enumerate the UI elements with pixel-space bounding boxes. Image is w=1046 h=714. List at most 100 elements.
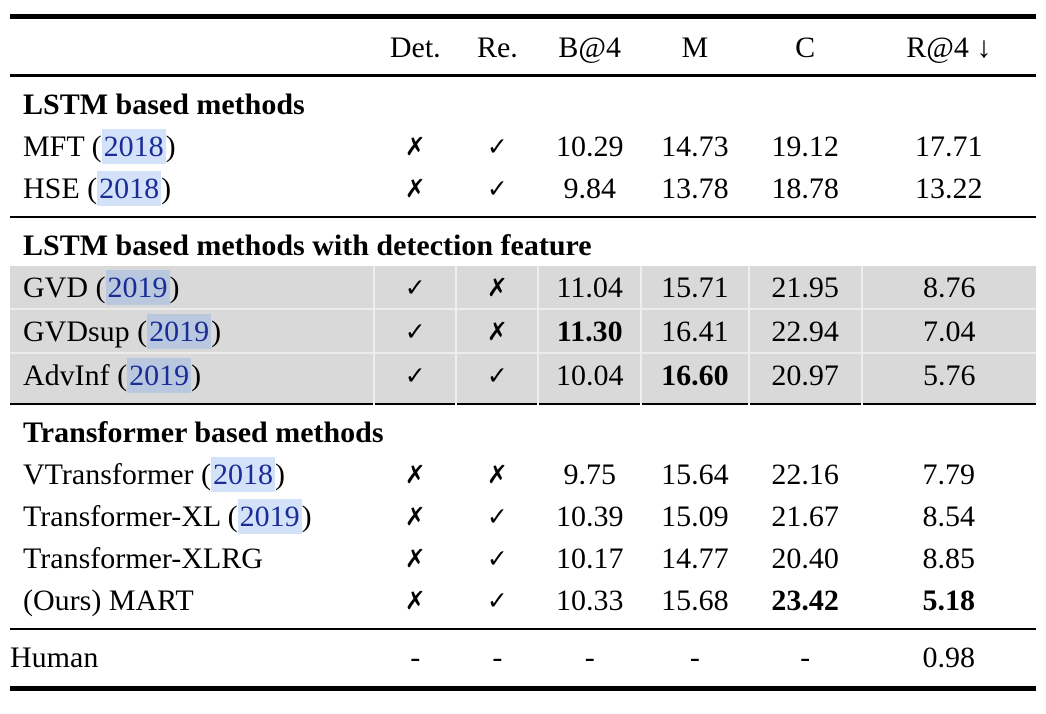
metric-value-cell: 10.39: [555, 500, 624, 533]
header-meteor: M: [640, 16, 749, 77]
table-row-gvd: GVD (2019) ✓ ✗ 11.04 15.71 21.95 8.76: [10, 266, 1036, 309]
method-cell: MFT (2018): [23, 129, 176, 164]
metric-value-cell: 15.71: [639, 266, 749, 309]
metric-value-cell: 22.94: [747, 308, 862, 353]
citation-year-link[interactable]: 2019: [127, 358, 192, 393]
metric-value-cell: 16.60: [639, 352, 749, 404]
metric-value-cell: 13.78: [661, 172, 729, 205]
section-title: Transformer based methods: [10, 403, 1036, 453]
metric-value-cell: 8.85: [922, 542, 976, 575]
metric-value-cell: 21.67: [771, 500, 839, 533]
metric-value-cell: 20.40: [771, 542, 839, 575]
method-cell: Transformer-XL (2019): [23, 499, 312, 534]
check-icon: ✓: [486, 502, 508, 531]
metric-value-cell: 0.98: [861, 628, 1036, 689]
method-cell: AdvInf (2019): [10, 352, 375, 404]
metric-value-cell: 14.73: [661, 130, 729, 163]
metric-value-cell: 7.79: [922, 458, 976, 491]
citation-year-link[interactable]: 2018: [101, 129, 166, 164]
dash-cell: -: [374, 628, 457, 689]
header-row: Det. Re. B@4 M C R@4 ↓: [10, 16, 1036, 77]
metric-value-cell: 9.84: [563, 172, 616, 205]
method-cell: (Ours) MART: [23, 584, 194, 617]
metric-value-cell: 10.17: [555, 542, 624, 575]
table-row-mft: MFT (2018) ✗ ✓ 10.29 14.73 19.12 17.71: [10, 125, 1036, 167]
metric-value-cell: 8.76: [860, 266, 1036, 309]
method-cell: HSE (2018): [23, 171, 172, 206]
header-bleu4: B@4: [538, 16, 641, 77]
metric-value-cell: 5.18: [922, 584, 976, 617]
metric-value-cell: 19.12: [771, 130, 839, 163]
metric-value-cell: 14.77: [661, 542, 729, 575]
results-table: Det. Re. B@4 M C R@4 ↓ LSTM based method…: [10, 14, 1036, 691]
metric-value-cell: 11.30: [537, 308, 641, 353]
metric-value-cell: 23.42: [771, 584, 839, 617]
cross-icon: ✗: [404, 174, 426, 203]
metric-value-cell: -: [538, 628, 641, 689]
metric-value-cell: 9.75: [563, 458, 616, 491]
cross-icon: ✗: [404, 502, 426, 531]
table-row-ours-mart: (Ours) MART ✗ ✓ 10.33 15.68 23.42 5.18: [10, 579, 1036, 629]
metric-value-cell: 15.64: [661, 458, 729, 491]
check-icon: ✓: [486, 132, 508, 161]
metric-value-cell: 13.22: [915, 172, 983, 205]
cross-icon: ✗: [455, 266, 539, 309]
section-header-lstm-based-methods: LSTM based methods: [10, 76, 1036, 126]
check-icon: ✓: [486, 544, 508, 573]
cross-icon: ✗: [404, 132, 426, 161]
metric-value-cell: -: [748, 628, 862, 689]
metric-value-cell: 15.09: [661, 500, 729, 533]
citation-year-link[interactable]: 2018: [97, 171, 162, 206]
section-header-lstm-based-methods-with-detection-feature: LSTM based methods with detection featur…: [10, 216, 1036, 266]
table-row-hse: HSE (2018) ✗ ✓ 9.84 13.78 18.78 13.22: [10, 167, 1036, 217]
cross-icon: ✗: [486, 460, 508, 489]
metric-value-cell: 15.68: [661, 584, 729, 617]
metric-value-cell: 18.78: [771, 172, 839, 205]
method-cell: VTransformer (2018): [23, 457, 286, 492]
metric-value-cell: 17.71: [915, 130, 983, 163]
table-row-vtransformer: VTransformer (2018) ✗ ✗ 9.75 15.64 22.16 7.79: [10, 453, 1036, 495]
cross-icon: ✗: [404, 544, 426, 573]
citation-year-link[interactable]: 2019: [105, 270, 170, 305]
section-title: LSTM based methods: [23, 88, 305, 121]
metric-value-cell: 22.16: [771, 458, 839, 491]
method-cell: Human: [10, 628, 375, 689]
method-cell: GVD (2019): [10, 266, 375, 309]
citation-year-link[interactable]: 2019: [147, 314, 212, 349]
results-table-body: LSTM based methods MFT (2018) ✗ ✓ 10.29 14.73…: [10, 76, 1036, 689]
metric-value-cell: 8.54: [922, 500, 976, 533]
metric-value-cell: 11.04: [537, 266, 641, 309]
metric-value-cell: 10.33: [555, 584, 624, 617]
table-row-transformer-xlrg: Transformer-XLRG ✗ ✓ 10.17 14.77 20.40 8.85: [10, 537, 1036, 579]
metric-value-cell: 7.04: [860, 308, 1036, 353]
metric-value-cell: -: [640, 628, 749, 689]
cross-icon: ✗: [404, 586, 426, 615]
header-repetition: R@4 ↓: [861, 16, 1036, 77]
metric-value-cell: 5.76: [860, 352, 1036, 404]
metric-value-cell: 20.97: [747, 352, 862, 404]
section-title: LSTM based methods with detection featur…: [10, 216, 1036, 266]
check-icon: ✓: [486, 174, 508, 203]
dash-cell: -: [456, 628, 539, 689]
citation-year-link[interactable]: 2019: [237, 499, 302, 534]
metric-value-cell: 10.29: [555, 130, 624, 163]
metric-value-cell: 10.04: [537, 352, 641, 404]
header-method: [10, 16, 375, 77]
check-icon: ✓: [486, 586, 508, 615]
table-row-transformer-xl: Transformer-XL (2019) ✗ ✓ 10.39 15.09 21.67 8.…: [10, 495, 1036, 537]
check-icon: ✓: [373, 308, 457, 353]
header-re: Re.: [456, 16, 539, 77]
header-det: Det.: [374, 16, 457, 77]
citation-year-link[interactable]: 2018: [211, 457, 276, 492]
table-row-human: Human - - - - -0.98: [10, 628, 1036, 689]
table-row-gvdsup: GVDsup (2019) ✓ ✗ 11.30 16.41 22.94 7.04: [10, 308, 1036, 353]
method-cell: GVDsup (2019): [10, 308, 375, 353]
metric-value-cell: 21.95: [747, 266, 862, 309]
section-header-transformer-based-methods: Transformer based methods: [10, 403, 1036, 453]
cross-icon: ✗: [404, 460, 426, 489]
table-row-advinf: AdvInf (2019) ✓ ✓ 10.04 16.60 20.97 5.76: [10, 352, 1036, 404]
check-icon: ✓: [455, 352, 539, 404]
method-cell: Transformer-XLRG: [23, 542, 263, 575]
check-icon: ✓: [373, 352, 457, 404]
check-icon: ✓: [373, 266, 457, 309]
